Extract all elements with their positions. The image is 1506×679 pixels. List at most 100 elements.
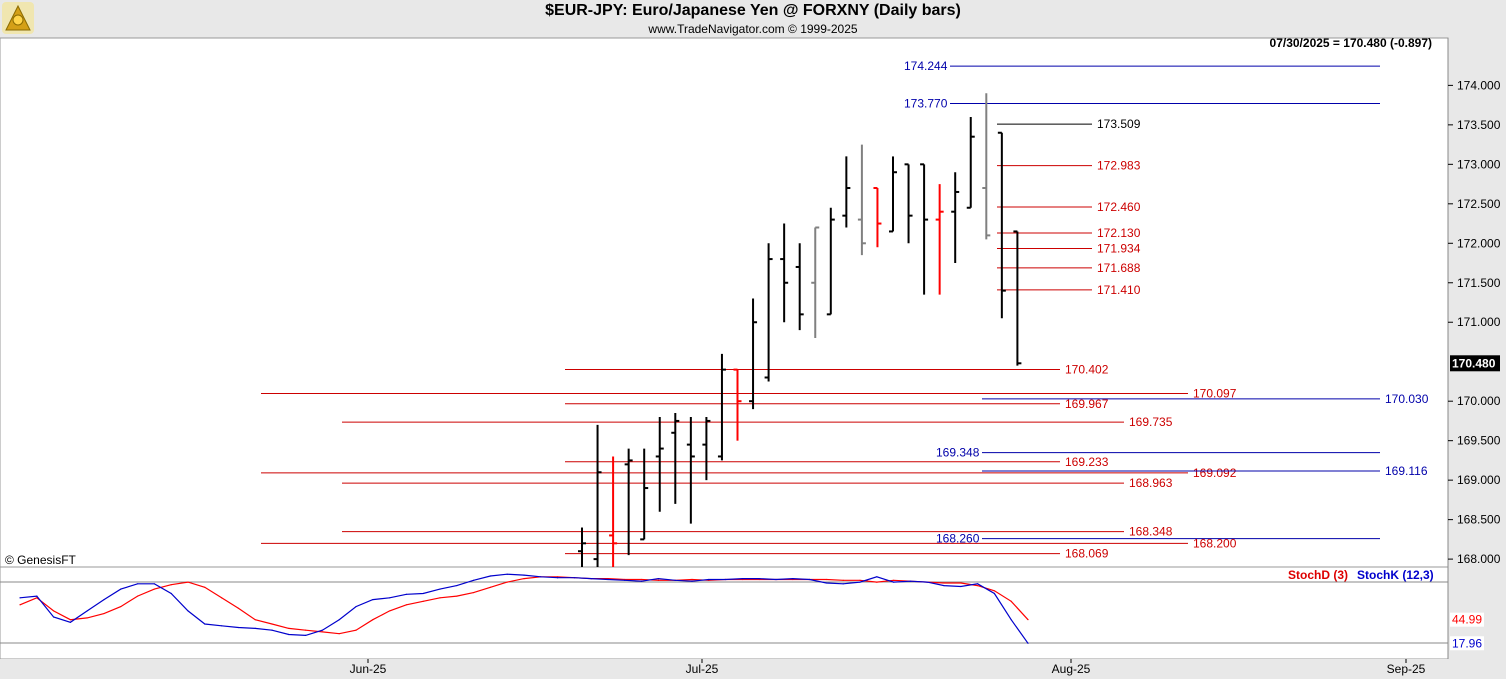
- ohlc-bar[interactable]: [640, 448, 649, 541]
- ohlc-bar[interactable]: [826, 207, 835, 316]
- stoch-d-point: [204, 586, 206, 588]
- ohlc-bar[interactable]: [624, 448, 633, 556]
- x-tick-label: Aug-25: [1052, 662, 1091, 676]
- stoch-d-point: [506, 581, 508, 583]
- stoch-d-point: [456, 595, 458, 597]
- stoch-k-point: [657, 577, 660, 580]
- ohlc-bar[interactable]: [811, 226, 820, 339]
- red-level-label: 172.130: [1097, 226, 1141, 240]
- ohlc-bar[interactable]: [1013, 230, 1022, 366]
- stoch-d-point: [523, 577, 525, 580]
- stoch-d-point: [137, 595, 139, 597]
- stoch-k-point: [204, 623, 206, 625]
- stoch-d-point: [489, 586, 491, 588]
- stoch-k-point: [607, 578, 609, 581]
- y-tick-label: 174.000: [1457, 78, 1501, 92]
- stoch-k-point: [1010, 619, 1012, 621]
- stoch-d-point: [170, 584, 172, 586]
- stoch-d-point: [237, 607, 239, 609]
- stoch-k-point: [993, 592, 996, 595]
- red-level-label: 168.200: [1193, 536, 1237, 550]
- ohlc-bar[interactable]: [593, 424, 602, 567]
- red-level-label: 169.967: [1065, 397, 1109, 411]
- stoch-d-point: [960, 582, 962, 584]
- ohlc-bar[interactable]: [717, 353, 726, 461]
- ohlc-bar[interactable]: [920, 163, 929, 295]
- ohlc-bar[interactable]: [671, 413, 680, 504]
- ohlc-bar[interactable]: [873, 187, 882, 248]
- stoch-d-point: [338, 633, 340, 635]
- stoch-k-point: [926, 581, 928, 583]
- stoch-d-point: [19, 604, 21, 606]
- ohlc-bar[interactable]: [997, 131, 1006, 319]
- stoch-d-point: [422, 600, 424, 602]
- stoch-value-box: [1450, 612, 1484, 627]
- red-level-label: 171.934: [1097, 241, 1141, 255]
- price-panel[interactable]: [0, 37, 1449, 568]
- ohlc-bar[interactable]: [889, 156, 897, 233]
- stoch-k-point: [523, 574, 525, 576]
- stoch-d-point: [120, 605, 122, 608]
- stoch-k-point: [624, 579, 626, 581]
- red-level-label: 173.509: [1097, 117, 1141, 131]
- stoch-k-point: [842, 583, 844, 585]
- stoch-k-point: [489, 575, 491, 577]
- stoch-k-point: [103, 598, 105, 601]
- stoch-k-point: [1027, 642, 1029, 644]
- stoch-k-point: [137, 583, 139, 585]
- ohlc-bar[interactable]: [764, 243, 773, 382]
- stoch-k-point: [120, 588, 122, 590]
- stoch-k-point: [960, 585, 962, 588]
- ohlc-bar[interactable]: [842, 156, 851, 228]
- ohlc-bar[interactable]: [982, 93, 991, 240]
- stochastic-panel[interactable]: [0, 566, 1449, 660]
- stoch-d-point: [86, 617, 88, 619]
- ohlc-bar[interactable]: [780, 223, 789, 323]
- blue-level-label: 173.770: [904, 97, 948, 111]
- stoch-d-point: [1027, 619, 1029, 621]
- ohlc-bar[interactable]: [904, 163, 913, 244]
- stoch-k-point: [573, 577, 576, 579]
- stoch-k-point: [741, 577, 744, 580]
- stoch-k-point: [893, 581, 895, 583]
- ohlc-bar[interactable]: [733, 368, 742, 441]
- stoch-k-point: [170, 592, 172, 595]
- stoch-k-point: [389, 597, 391, 599]
- stoch-k-point: [422, 592, 424, 595]
- x-tick-label: Jun-25: [350, 662, 387, 676]
- blue-level-label: 169.348: [936, 446, 980, 460]
- ohlc-bar[interactable]: [749, 298, 758, 410]
- ohlc-bar[interactable]: [966, 116, 975, 209]
- stoch-d-value: 44.99: [1452, 613, 1482, 627]
- ohlc-bar[interactable]: [795, 243, 804, 331]
- stoch-d-point: [372, 619, 374, 621]
- last-price-label: 170.480: [1452, 356, 1496, 370]
- ohlc-bar[interactable]: [609, 456, 618, 567]
- stoch-k-point: [237, 626, 239, 629]
- ohlc-bar[interactable]: [951, 172, 960, 264]
- x-axis-strip: [0, 659, 1506, 679]
- ohlc-bar[interactable]: [578, 527, 586, 567]
- ohlc-bar[interactable]: [686, 416, 695, 524]
- stoch-k-value: 17.96: [1452, 636, 1482, 650]
- y-tick-label: 172.000: [1457, 236, 1501, 250]
- ohlc-bar[interactable]: [935, 184, 944, 295]
- stoch-k-legend: StochK (12,3): [1357, 568, 1434, 582]
- ohlc-bar[interactable]: [655, 416, 664, 512]
- stoch-k-point: [69, 621, 71, 623]
- ohlc-bar[interactable]: [857, 144, 866, 256]
- red-level-label: 170.402: [1065, 362, 1109, 376]
- chart-header: $EUR-JPY: Euro/Japanese Yen @ FORXNY (Da…: [0, 0, 1506, 38]
- ohlc-bar[interactable]: [702, 416, 711, 481]
- y-tick-label: 169.000: [1457, 473, 1501, 487]
- stoch-k-point: [473, 579, 475, 581]
- stoch-k-point: [540, 576, 542, 578]
- stoch-k-point: [439, 588, 441, 590]
- stoch-d-point: [103, 612, 105, 615]
- stoch-k-point: [288, 633, 290, 636]
- stoch-d-point: [153, 588, 155, 590]
- stoch-d-point: [473, 591, 475, 594]
- y-tick-label: 168.000: [1457, 552, 1501, 566]
- stoch-d-point: [405, 604, 407, 606]
